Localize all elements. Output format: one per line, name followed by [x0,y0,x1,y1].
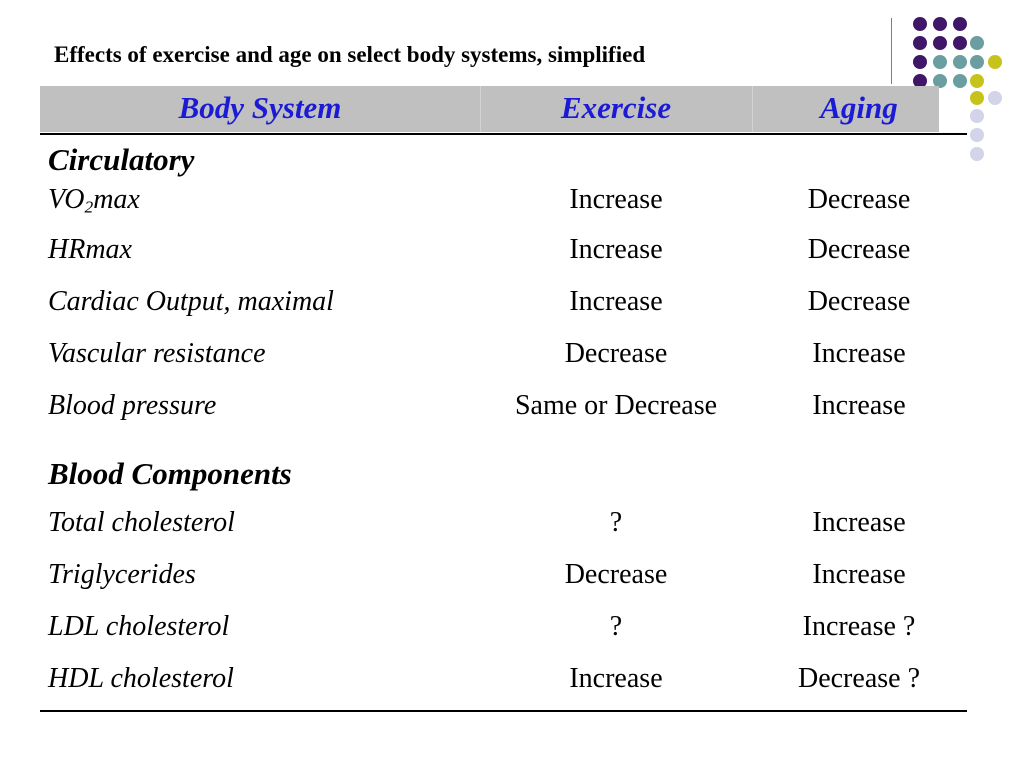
cell-aging: Increase [812,559,906,590]
decor-dot [933,74,947,88]
table-header-background [40,86,939,132]
decor-dot [933,55,947,69]
cell-exercise: Increase [569,234,663,265]
cell-aging: Increase [812,338,906,369]
slide-title: Effects of exercise and age on select bo… [54,42,646,67]
row-label: HRmax [48,234,132,265]
row-label: Cardiac Output, maximal [48,286,334,317]
row-label: LDL cholesterol [48,611,230,642]
table-header-rule [40,133,967,135]
row-label-vo2max: VO2max [48,184,140,217]
decor-dot [970,147,984,161]
cell-exercise: Increase [569,663,663,694]
decor-dot [953,74,967,88]
row-label: Total cholesterol [48,507,235,538]
decor-dot [913,55,927,69]
decor-dot [953,17,967,31]
column-header-exercise: Exercise [560,90,672,125]
cell-exercise: Decrease [564,338,668,369]
column-header-body-system: Body System [178,90,342,125]
decorative-divider [891,18,892,84]
cell-aging: Increase ? [802,611,916,642]
cell-aging: Decrease ? [797,663,920,694]
column-header-aging: Aging [820,90,898,125]
cell-exercise: Decrease [564,559,668,590]
row-label: Vascular resistance [48,338,266,369]
decor-dot [970,55,984,69]
decor-dot [970,128,984,142]
cell-aging: Decrease [807,184,911,215]
decor-dot [970,91,984,105]
row-label: HDL cholesterol [48,663,234,694]
cell-exercise: ? [609,611,623,642]
decor-dot [970,74,984,88]
cell-aging: Decrease [807,234,911,265]
row-label: Blood pressure [48,390,217,421]
cell-aging: Decrease [807,286,911,317]
cell-exercise: Increase [569,184,663,215]
decor-dot [953,36,967,50]
table-bottom-rule [40,710,967,712]
decor-dot [913,36,927,50]
cell-aging: Increase [812,390,906,421]
decor-dot [933,36,947,50]
decor-dot [970,109,984,123]
decor-dot [970,36,984,50]
decor-dot [988,55,1002,69]
row-label: Triglycerides [48,559,196,590]
decor-dot [988,91,1002,105]
decor-dot [953,55,967,69]
cell-exercise: Increase [569,286,663,317]
cell-exercise: Same or Decrease [514,390,718,421]
decor-dot [913,17,927,31]
cell-exercise: ? [609,507,623,538]
decor-dot [933,17,947,31]
decor-dot [913,74,927,88]
section-title-blood-components: Blood Components [48,456,292,491]
section-title-circulatory: Circulatory [48,142,195,177]
cell-aging: Increase [812,507,906,538]
